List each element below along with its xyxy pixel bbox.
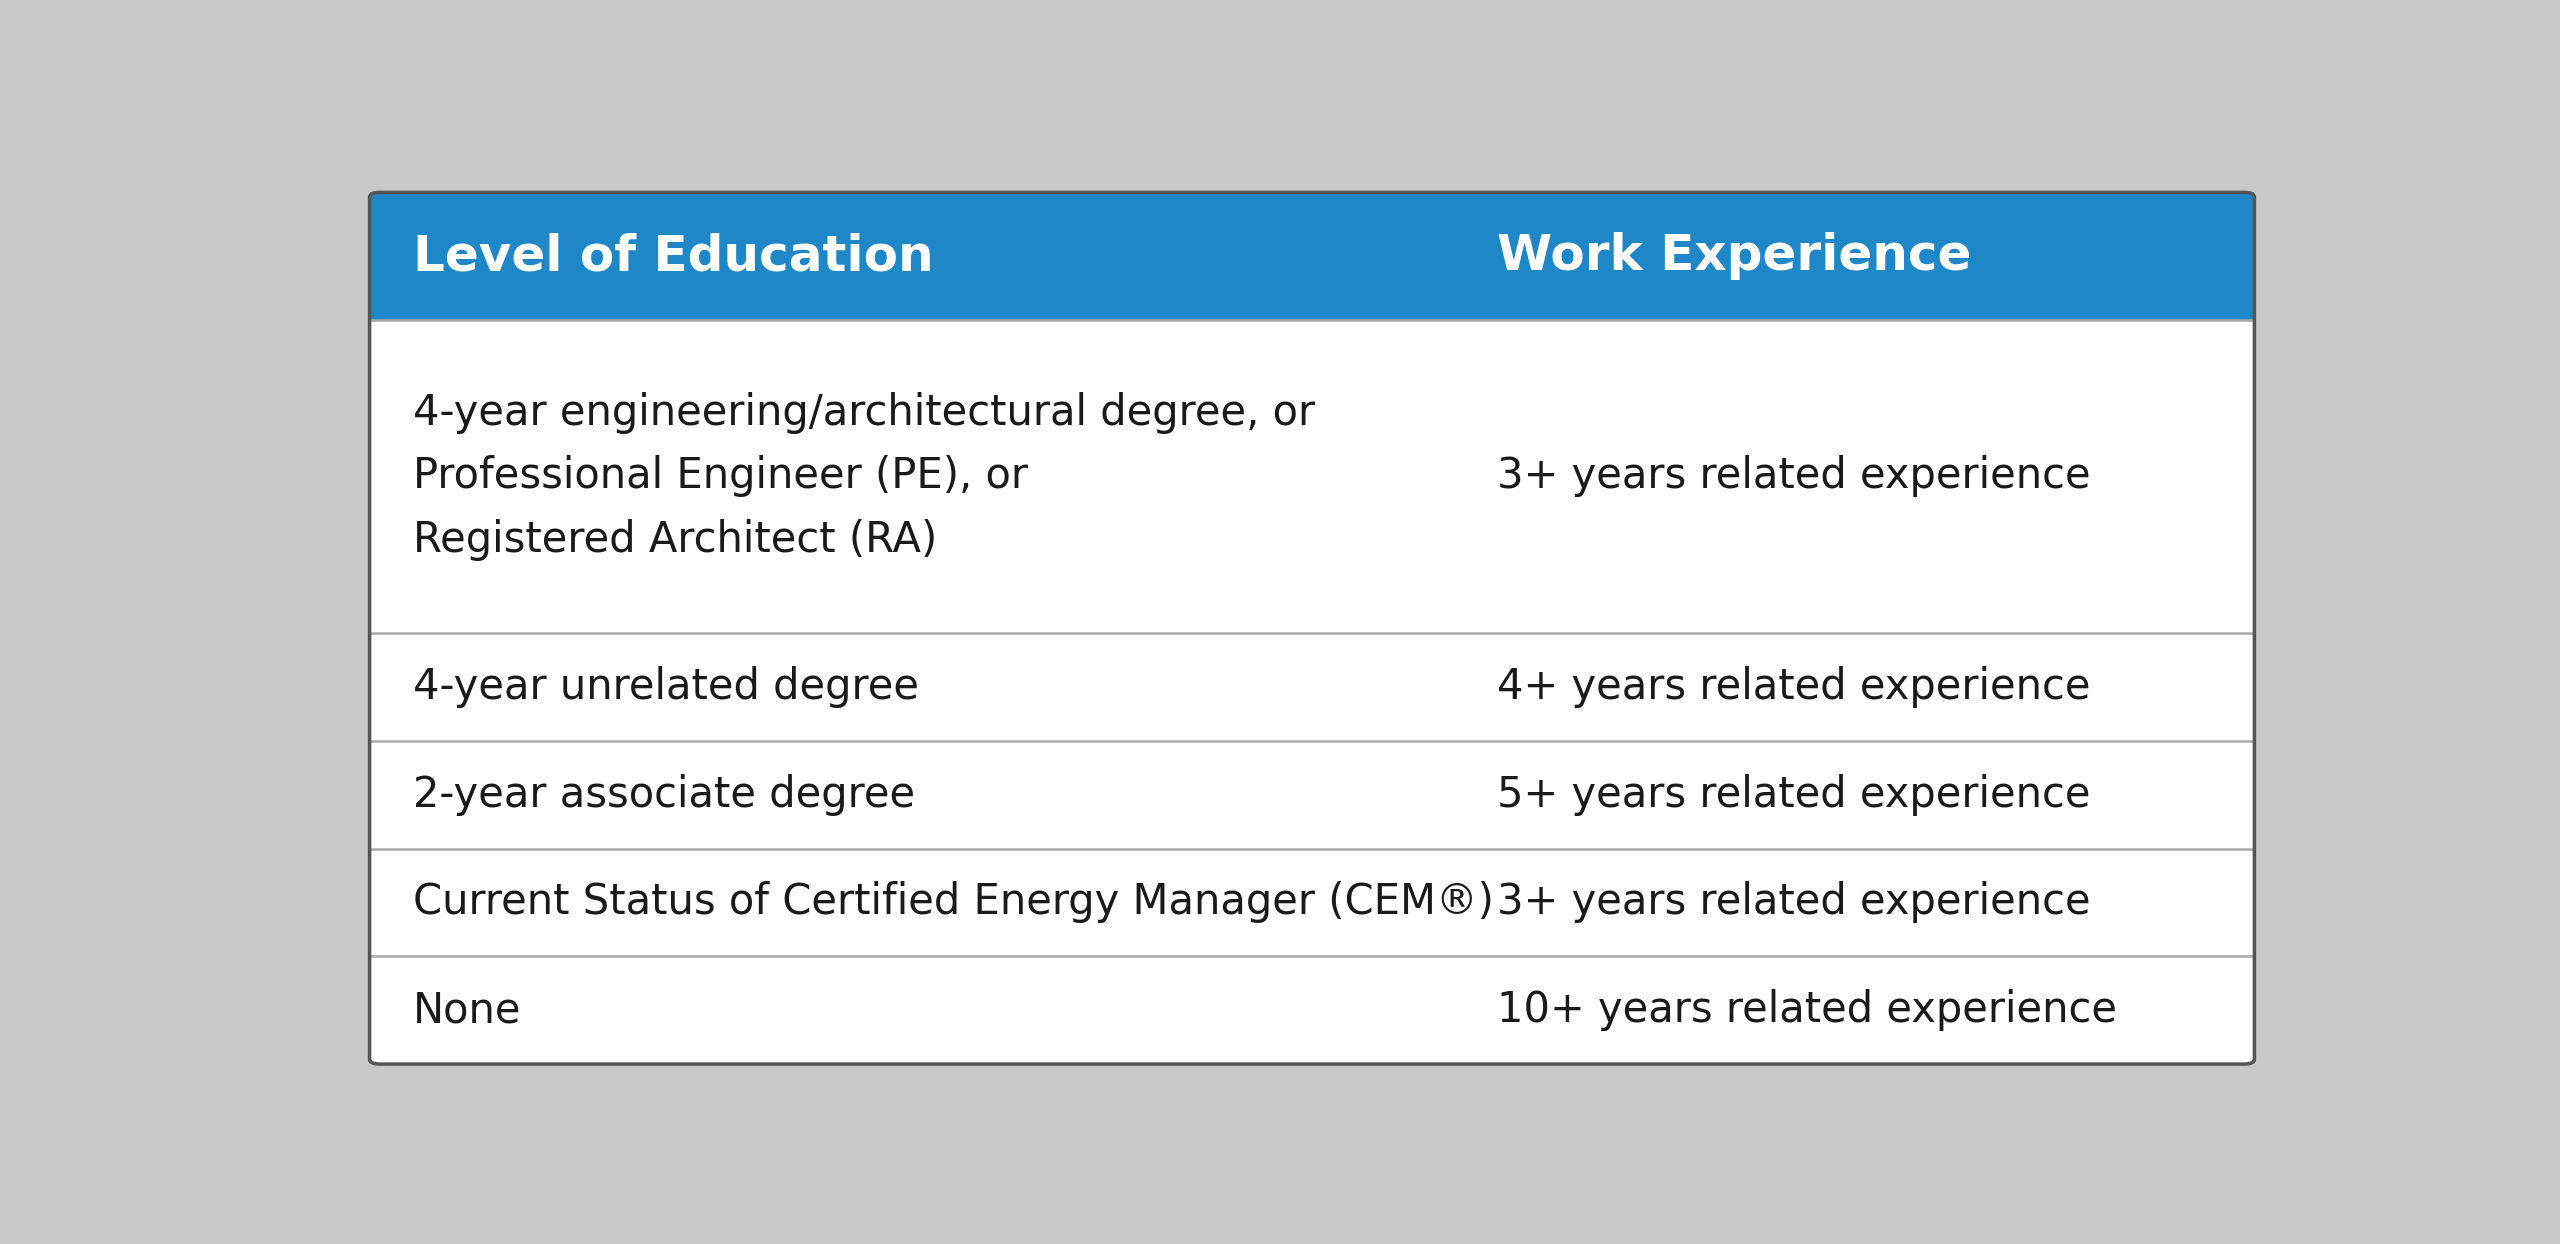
Text: 3+ years related experience: 3+ years related experience xyxy=(1498,882,2092,923)
Text: Current Status of Certified Energy Manager (CEM®): Current Status of Certified Energy Manag… xyxy=(412,882,1495,923)
Text: Level of Education: Level of Education xyxy=(412,233,934,280)
Text: Work Experience: Work Experience xyxy=(1498,233,1971,280)
Text: 10+ years related experience: 10+ years related experience xyxy=(1498,989,2117,1031)
Text: 5+ years related experience: 5+ years related experience xyxy=(1498,774,2092,816)
Text: 4-year unrelated degree: 4-year unrelated degree xyxy=(412,666,919,708)
Text: 3+ years related experience: 3+ years related experience xyxy=(1498,455,2092,498)
Text: 2-year associate degree: 2-year associate degree xyxy=(412,774,916,816)
Bar xyxy=(369,193,2255,320)
Text: 4+ years related experience: 4+ years related experience xyxy=(1498,666,2092,708)
Text: None: None xyxy=(412,989,522,1031)
Text: 4-year engineering/architectural degree, or
Professional Engineer (PE), or
Regis: 4-year engineering/architectural degree,… xyxy=(412,392,1316,561)
